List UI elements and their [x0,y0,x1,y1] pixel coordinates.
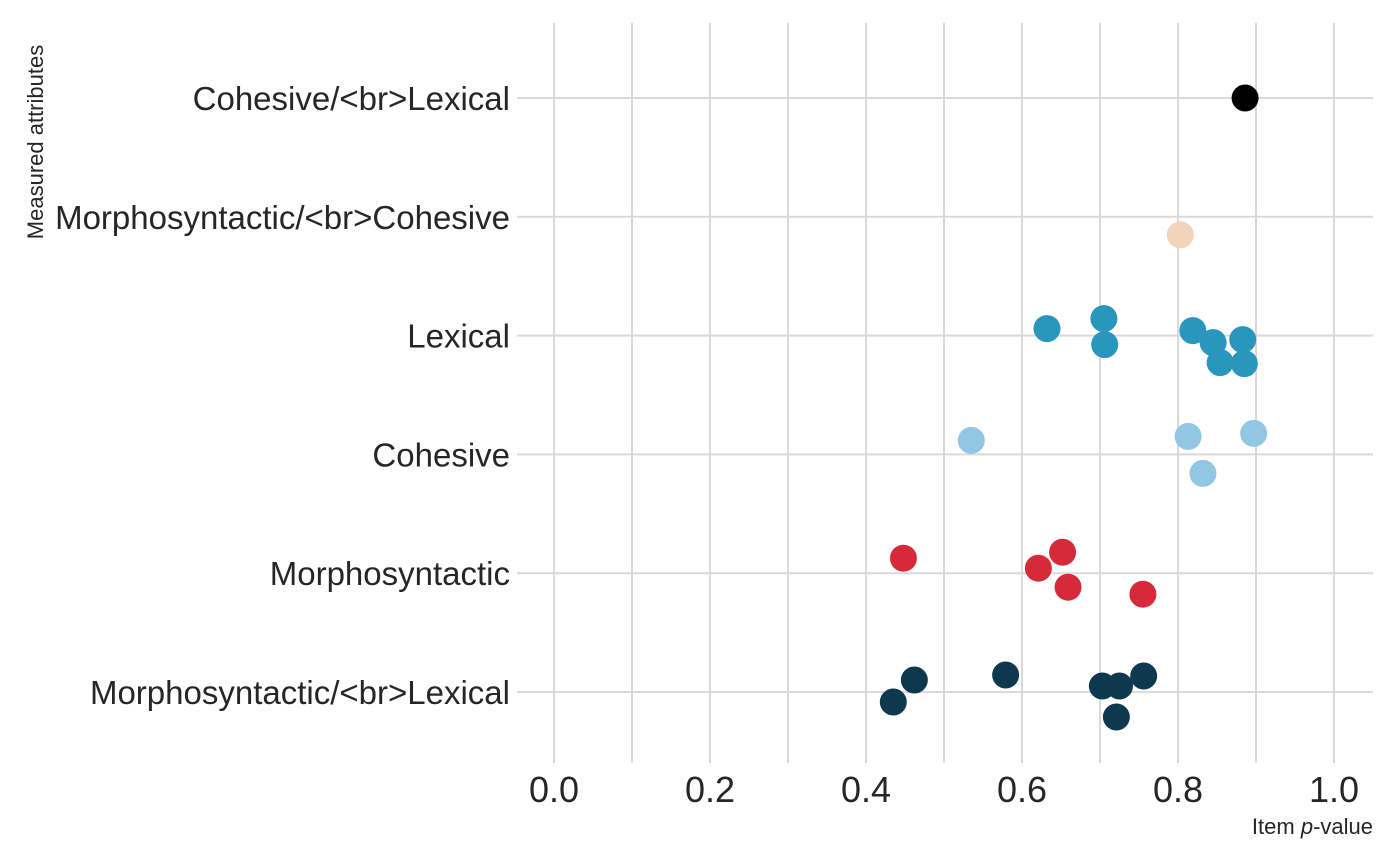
category-label: Morphosyntactic/<br>Cohesive [55,199,510,236]
x-tick-label: 0.4 [841,769,891,810]
x-axis-title-italic-p: p [1300,814,1314,839]
data-point [1102,703,1130,731]
data-point [1024,554,1052,582]
data-point [900,666,928,694]
data-point [1189,459,1217,487]
data-point [879,688,907,716]
data-point [1091,331,1119,359]
y-axis-title: Measured attributes [23,44,48,240]
data-point [1166,221,1194,249]
data-point [1129,580,1157,608]
data-point [1230,350,1258,378]
data-point [1174,422,1202,450]
category-label: Cohesive/<br>Lexical [193,80,510,117]
data-point [1130,662,1158,690]
category-label: Morphosyntactic [270,555,510,592]
category-label: Morphosyntactic/<br>Lexical [90,674,510,711]
category-label: Cohesive [372,436,510,473]
x-tick-label: 1.0 [1309,769,1359,810]
data-point [1090,305,1118,333]
x-tick-label: 0.6 [997,769,1047,810]
x-tick-label: 0.8 [1153,769,1203,810]
data-point [1179,317,1207,345]
data-point [1229,326,1257,354]
data-point [957,426,985,454]
data-point [1033,315,1061,343]
x-axis-title: Item p-value [1252,814,1373,840]
data-point [1240,419,1268,447]
data-point [1054,573,1082,601]
x-tick-label: 0.0 [529,769,579,810]
data-point [1206,349,1234,377]
data-point [1049,538,1077,566]
x-tick-label: 0.2 [685,769,735,810]
data-point [1231,84,1259,112]
x-axis-title-suffix: -value [1313,814,1373,839]
x-axis-title-prefix: Item [1251,814,1301,839]
data-point [992,661,1020,689]
data-point [1106,672,1133,700]
category-label: Lexical [407,318,510,355]
data-point [889,544,917,572]
